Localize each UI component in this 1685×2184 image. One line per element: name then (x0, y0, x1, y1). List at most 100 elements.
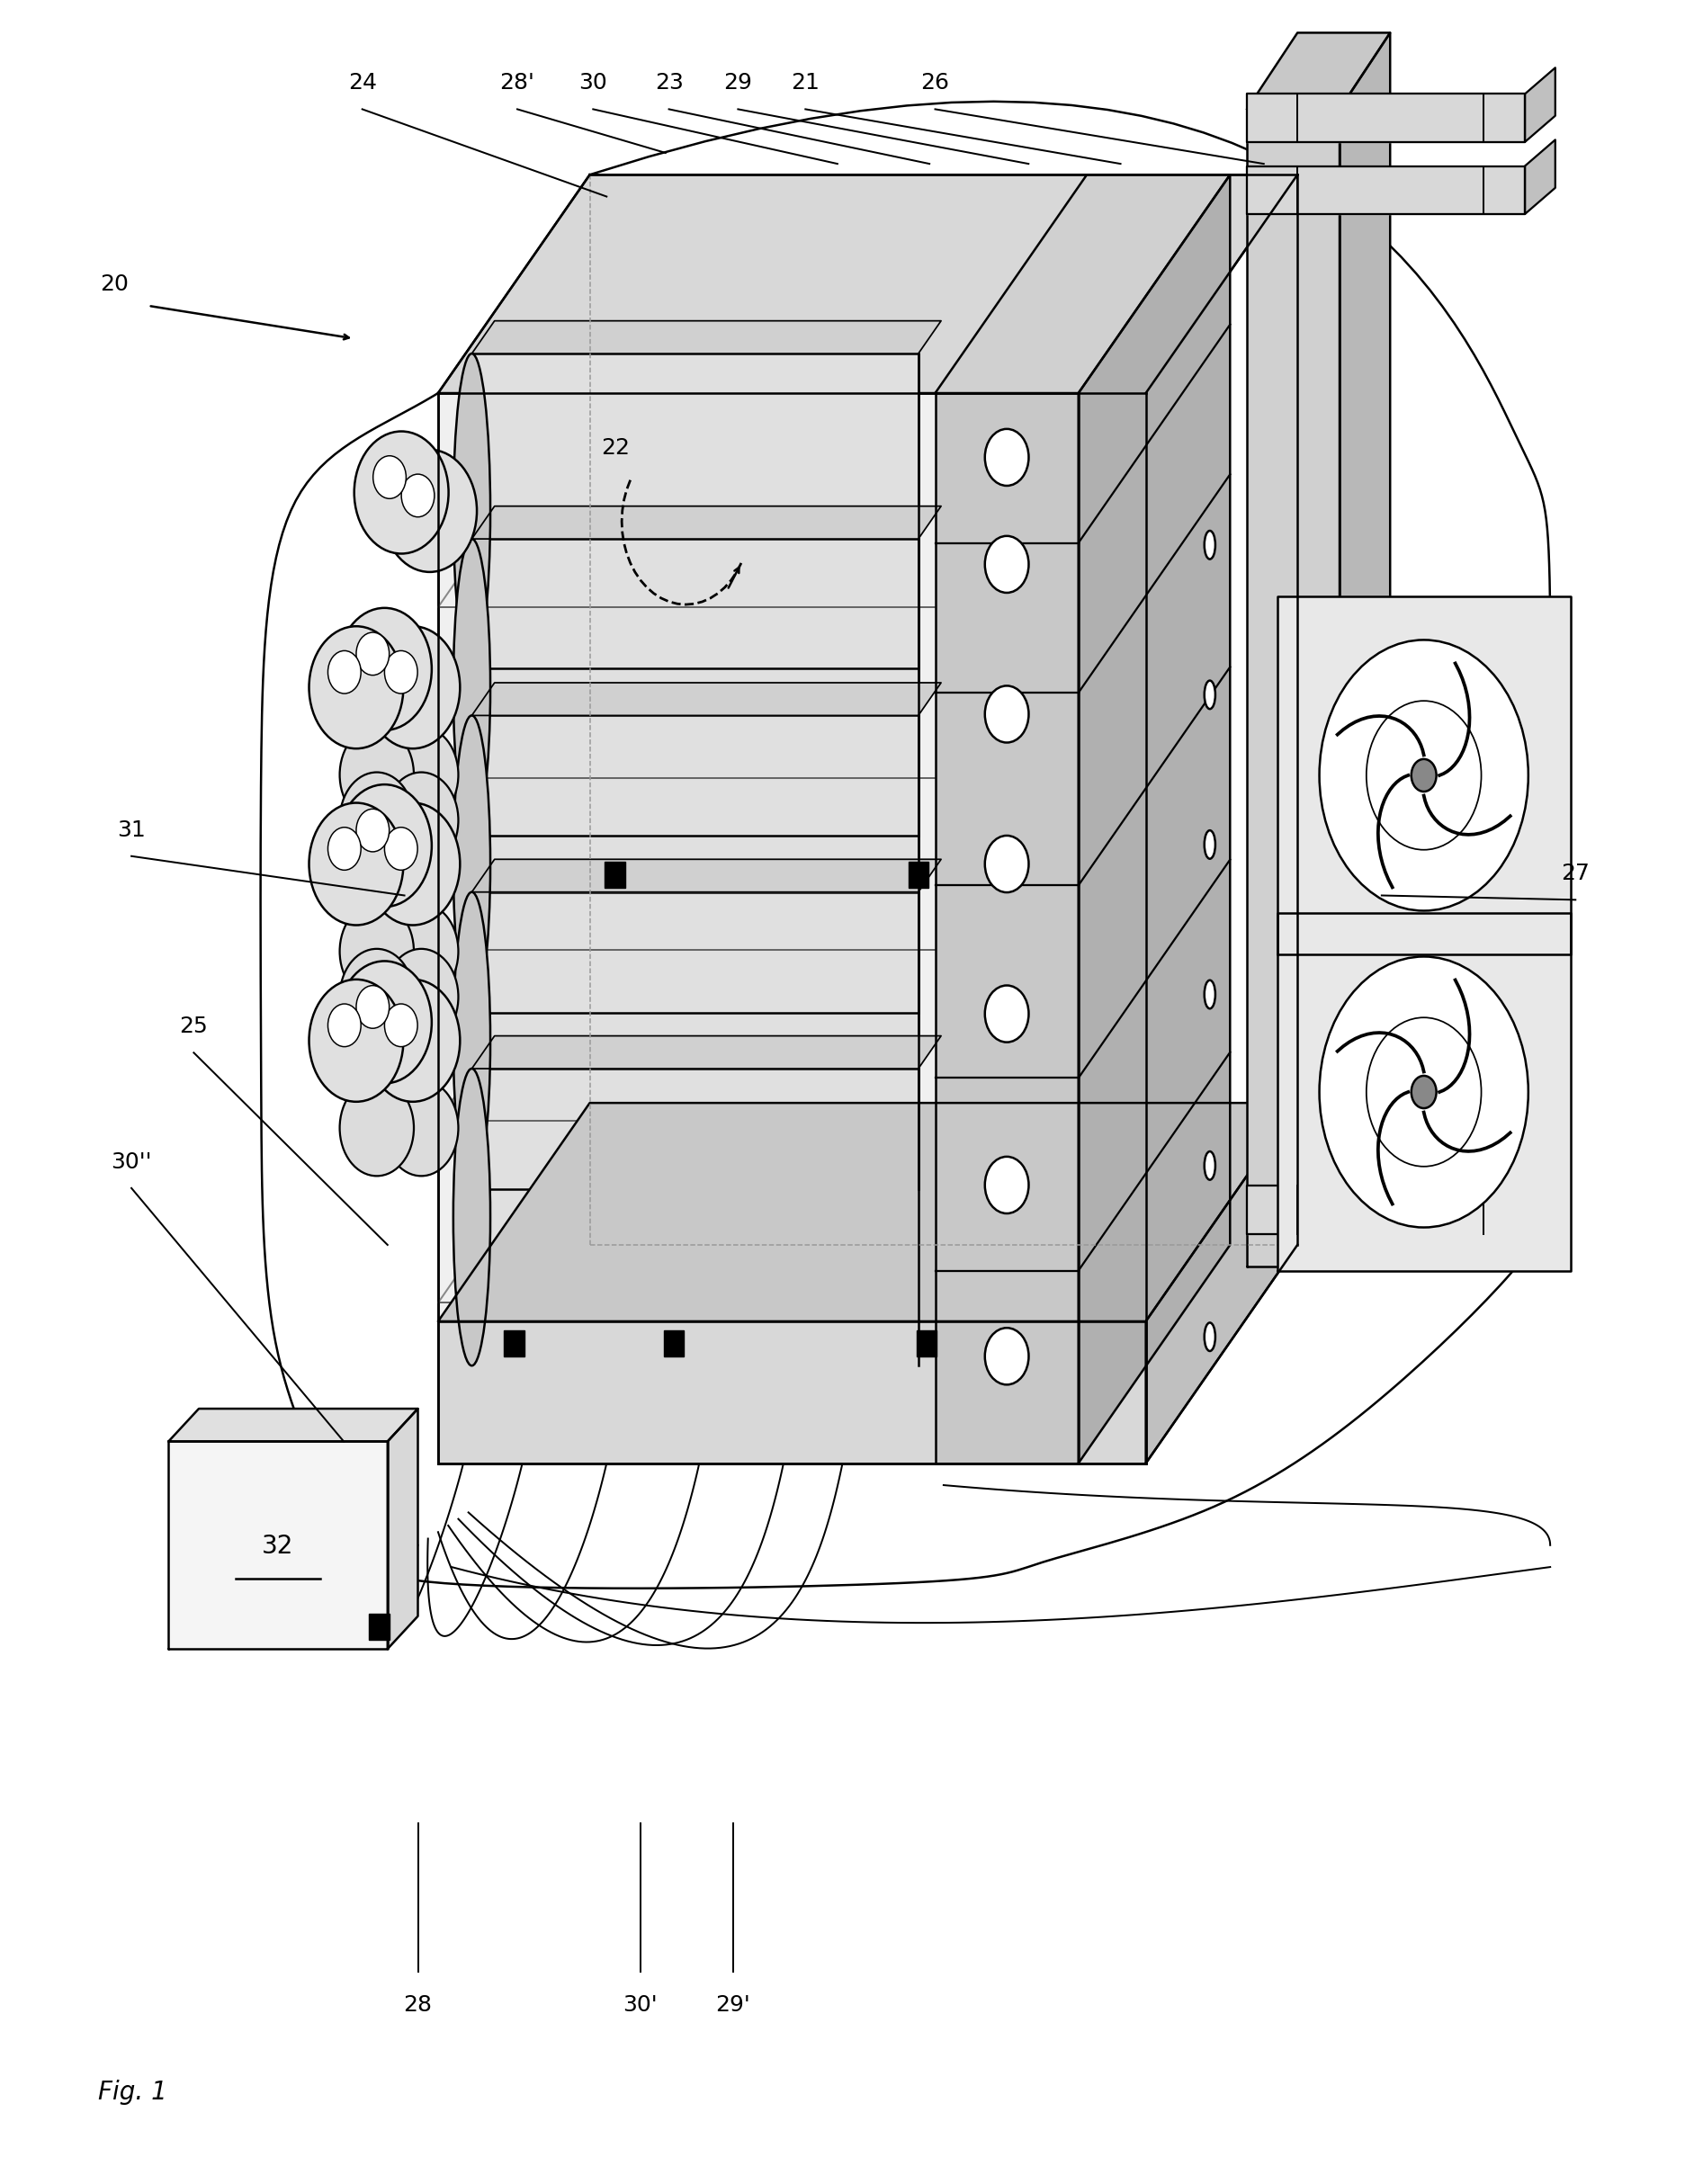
Ellipse shape (1205, 681, 1215, 710)
Text: 30': 30' (623, 1994, 657, 2016)
Circle shape (384, 773, 458, 869)
Ellipse shape (453, 891, 490, 1188)
Polygon shape (1146, 1103, 1297, 1463)
Circle shape (1412, 1077, 1436, 1107)
Polygon shape (168, 1409, 418, 1441)
Text: 29: 29 (723, 72, 753, 94)
Polygon shape (935, 175, 1230, 393)
Polygon shape (1277, 596, 1570, 954)
Polygon shape (1525, 1160, 1555, 1234)
Bar (664, 1330, 684, 1356)
Polygon shape (472, 1035, 940, 1068)
Polygon shape (438, 393, 1146, 1463)
Polygon shape (438, 1321, 1146, 1463)
Text: 30'': 30'' (111, 1151, 152, 1173)
Polygon shape (472, 354, 918, 668)
Polygon shape (472, 891, 918, 1188)
Circle shape (984, 535, 1028, 592)
Circle shape (384, 1079, 458, 1175)
Circle shape (384, 828, 418, 869)
Polygon shape (1247, 94, 1525, 142)
Polygon shape (438, 1103, 1297, 1321)
Circle shape (329, 1005, 361, 1046)
Text: 24: 24 (347, 72, 377, 94)
Polygon shape (1277, 913, 1570, 1271)
Circle shape (366, 627, 460, 749)
Text: 30: 30 (580, 72, 607, 94)
Text: 26: 26 (920, 72, 950, 94)
Bar (369, 1614, 389, 1640)
Circle shape (337, 784, 431, 906)
Ellipse shape (453, 716, 490, 1013)
Text: 31: 31 (118, 819, 145, 841)
Circle shape (354, 432, 448, 555)
Polygon shape (1247, 166, 1525, 214)
Circle shape (308, 804, 403, 926)
Ellipse shape (453, 1068, 490, 1365)
Ellipse shape (453, 539, 490, 836)
Polygon shape (472, 684, 940, 716)
Circle shape (308, 978, 403, 1101)
Text: 28: 28 (403, 1994, 433, 2016)
Circle shape (384, 904, 458, 1000)
Bar (917, 1330, 937, 1356)
Polygon shape (1247, 109, 1340, 1267)
Circle shape (337, 961, 431, 1083)
Ellipse shape (1205, 531, 1215, 559)
Circle shape (984, 985, 1028, 1042)
Text: 23: 23 (654, 72, 684, 94)
Text: 25: 25 (180, 1016, 207, 1037)
Bar (504, 1330, 524, 1356)
Circle shape (329, 651, 361, 695)
Circle shape (384, 727, 458, 823)
Circle shape (366, 804, 460, 926)
Polygon shape (472, 321, 940, 354)
Circle shape (384, 1005, 418, 1046)
Polygon shape (1078, 175, 1230, 1463)
Circle shape (329, 828, 361, 869)
Circle shape (382, 450, 477, 572)
Circle shape (984, 1158, 1028, 1214)
Polygon shape (472, 858, 940, 891)
Circle shape (340, 727, 415, 823)
Circle shape (340, 1079, 415, 1175)
Ellipse shape (1205, 1151, 1215, 1179)
Text: 28': 28' (500, 72, 534, 94)
Polygon shape (472, 507, 940, 539)
Polygon shape (1340, 33, 1390, 1267)
Bar (605, 863, 625, 889)
Text: 27: 27 (1560, 863, 1591, 885)
Polygon shape (388, 1409, 418, 1649)
Polygon shape (1525, 140, 1555, 214)
Ellipse shape (1205, 981, 1215, 1009)
Polygon shape (168, 1441, 388, 1649)
Circle shape (366, 978, 460, 1101)
Circle shape (356, 633, 389, 675)
Text: Fig. 1: Fig. 1 (98, 2079, 167, 2105)
Circle shape (984, 428, 1028, 485)
Circle shape (1412, 760, 1436, 791)
Polygon shape (1525, 68, 1555, 142)
Text: 29': 29' (716, 1994, 750, 2016)
Bar (908, 863, 928, 889)
Circle shape (340, 773, 415, 869)
Polygon shape (438, 175, 1297, 393)
Ellipse shape (453, 354, 490, 668)
Circle shape (984, 836, 1028, 893)
Circle shape (337, 607, 431, 729)
Text: 20: 20 (99, 273, 130, 295)
Circle shape (1319, 640, 1528, 911)
Text: 22: 22 (600, 437, 630, 459)
Circle shape (356, 808, 389, 852)
Circle shape (384, 948, 458, 1044)
Circle shape (984, 1328, 1028, 1385)
Text: 21: 21 (790, 72, 821, 94)
Polygon shape (472, 716, 918, 1013)
Circle shape (984, 686, 1028, 743)
Text: 32: 32 (263, 1533, 293, 1559)
Polygon shape (1247, 33, 1390, 109)
Circle shape (340, 904, 415, 1000)
Circle shape (384, 651, 418, 695)
Polygon shape (1247, 1186, 1525, 1234)
Ellipse shape (1205, 1324, 1215, 1352)
